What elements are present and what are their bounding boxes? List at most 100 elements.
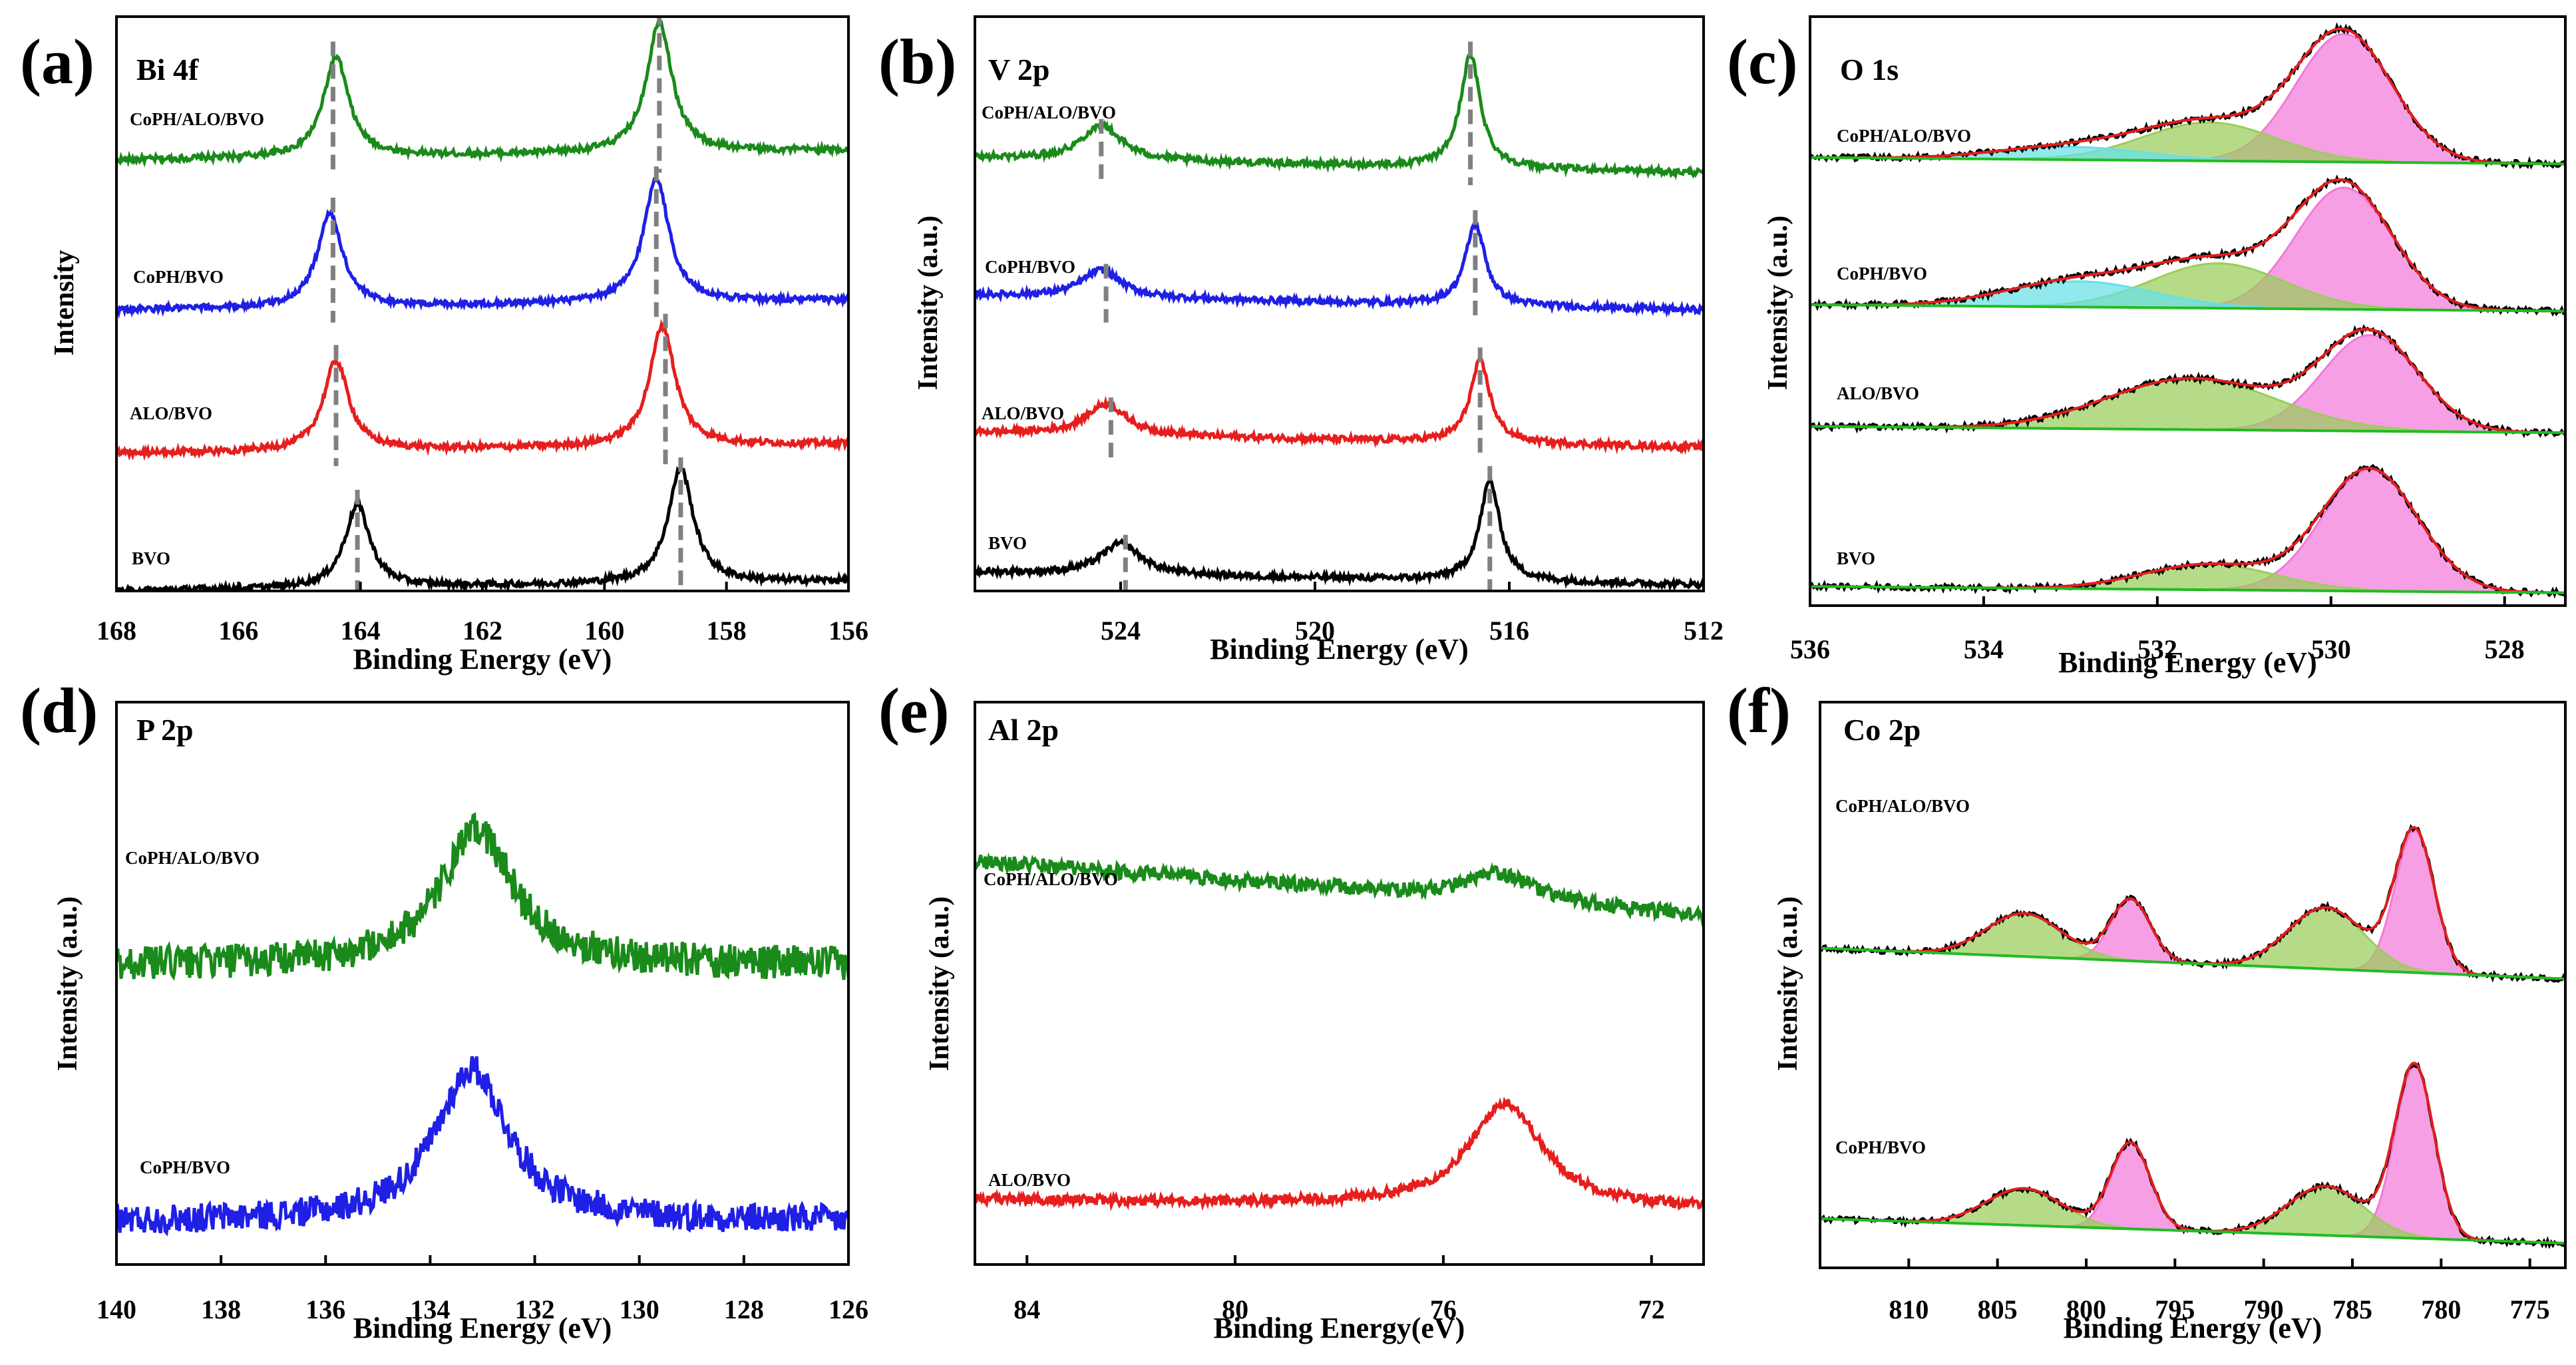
x-tick-label: 162	[462, 616, 502, 646]
background-line	[1810, 156, 2565, 166]
x-tick-label: 520	[1295, 616, 1335, 646]
envelope-fit-line	[1820, 1062, 2565, 1245]
panel-label: (e)	[878, 675, 950, 746]
sample-label: CoPH/ALO/BVO	[130, 109, 264, 129]
sample-label: CoPH/BVO	[133, 267, 224, 287]
plot-area	[116, 17, 848, 591]
x-tick-label: 795	[2155, 1294, 2195, 1324]
background-line	[1820, 946, 2565, 980]
panel-b: 524 520 516 512 (b) V 2p CoPH/ALO/BVO CoPH/BVO A…	[878, 15, 1724, 666]
x-tick-label: 530	[2311, 634, 2351, 664]
series-BVO	[116, 465, 848, 591]
x-tick-label: 164	[341, 616, 381, 646]
x-tick-label: 130	[620, 1294, 659, 1324]
sample-label: ALO/BVO	[1837, 383, 1919, 403]
sample-label: ALO/BVO	[988, 1170, 1071, 1190]
raw-data-line	[1810, 463, 2565, 599]
sample-label: ALO/BVO	[130, 403, 212, 423]
x-tick-label: 132	[515, 1294, 555, 1324]
x-tick-label: 800	[2066, 1294, 2106, 1324]
sample-label: BVO	[132, 548, 170, 568]
x-tick-label: 160	[584, 616, 624, 646]
plot-area	[1820, 823, 2565, 1250]
x-axis-title: Binding Energy (eV)	[353, 1312, 612, 1344]
x-tick-label: 140	[96, 1294, 136, 1324]
envelope-fit-line	[1810, 178, 2565, 313]
sample-label: CoPH/ALO/BVO	[125, 848, 260, 868]
series-CoPH/BVO	[116, 176, 848, 319]
element-label: V 2p	[988, 53, 1049, 87]
panel-f: 810 805 800 795 790 785 780 775 (f) Co 2p CoPH/ALO…	[1727, 675, 2567, 1344]
series-CoPH/BVO	[975, 220, 1704, 318]
x-tick-label: 166	[218, 616, 258, 646]
x-tick-label: 790	[2244, 1294, 2284, 1324]
x-tick-label: 136	[305, 1294, 345, 1324]
x-tick-label: 126	[828, 1294, 868, 1324]
panel-label: (b)	[878, 26, 956, 97]
plot-area	[975, 41, 1704, 591]
panel-e: 84 80 76 72 (e) Al 2p CoPH/ALO/BVO ALO/BVO Bindi…	[878, 675, 1705, 1344]
series-CoPH/ALO/BVO	[116, 19, 848, 168]
series-BVO	[1810, 463, 2565, 599]
series-ALO/BVO	[116, 318, 848, 461]
sample-label: BVO	[1837, 548, 1875, 568]
series-BVO	[975, 477, 1704, 591]
element-label: Co 2p	[1843, 713, 1921, 747]
background-line	[1820, 1217, 2565, 1245]
y-axis-title: Intensity (a.u.)	[53, 896, 83, 1072]
y-axis-title: Intensity (a.u.)	[913, 216, 944, 391]
panel-label: (a)	[20, 26, 94, 97]
series-CoPH/ALO/BVO	[975, 852, 1704, 927]
panel-c: 536 534 532 530 528 (c) O 1s CoPH/ALO/BVO CoPH/B…	[1727, 15, 2567, 679]
x-tick-label: 528	[2485, 634, 2525, 664]
x-tick-label: 84	[1013, 1294, 1040, 1324]
element-label: O 1s	[1840, 53, 1899, 87]
x-tick-label: 138	[201, 1294, 241, 1324]
element-label: Al 2p	[988, 713, 1059, 747]
x-tick-label: 158	[707, 616, 747, 646]
y-axis-title: Intensity (a.u.)	[1773, 896, 1803, 1072]
x-tick-label: 780	[2421, 1294, 2461, 1324]
series-ALO/BVO	[975, 357, 1704, 455]
x-tick-label: 168	[96, 616, 136, 646]
sample-label: ALO/BVO	[982, 403, 1064, 423]
x-tick-label: 134	[410, 1294, 450, 1324]
panel-label: (f)	[1727, 675, 1791, 746]
x-tick-label: 775	[2510, 1294, 2550, 1324]
series-CoPH/ALO/BVO	[116, 812, 848, 981]
element-label: Bi 4f	[136, 53, 199, 87]
sample-label: CoPH/BVO	[1837, 264, 1927, 284]
background-line	[1810, 425, 2565, 435]
panel-a: 168 166 164 162 160 158 156 (a) Bi 4f CoPH/ALO/BV…	[20, 15, 868, 676]
x-axis-title: Binding Energy (eV)	[2058, 646, 2317, 679]
x-tick-label: 516	[1489, 616, 1529, 646]
series-ALO/BVO	[975, 1096, 1704, 1212]
sample-label: CoPH/ALO/BVO	[982, 102, 1116, 122]
x-tick-label: 128	[724, 1294, 764, 1324]
sample-label: CoPH/BVO	[985, 257, 1075, 277]
x-tick-label: 534	[1964, 634, 2004, 664]
x-tick-label: 536	[1790, 634, 1830, 664]
axes-frame	[1819, 701, 2567, 1269]
x-tick-label: 524	[1101, 616, 1141, 646]
y-axis-title: Intensity (a.u.)	[1763, 216, 1793, 391]
plot-area	[116, 812, 848, 1237]
x-axis-title: Binding Energy (eV)	[2064, 1312, 2322, 1344]
panel-label: (d)	[20, 675, 98, 746]
background-line	[1810, 303, 2565, 313]
y-axis-title: Intensity (a.u.)	[924, 896, 955, 1072]
plot-area	[1810, 22, 2565, 599]
series-CoPH/BVO	[116, 1056, 848, 1237]
x-tick-label: 785	[2332, 1294, 2372, 1324]
x-tick-label: 805	[1978, 1294, 2018, 1324]
series-CoPH/ALO/BVO	[975, 52, 1704, 181]
x-axis-title: Binding Energy (eV)	[1210, 633, 1469, 666]
x-axis-title: Binding Energy (eV)	[353, 643, 612, 676]
series-CoPH/ALO/BVO	[1810, 22, 2565, 170]
sample-label: CoPH/BVO	[140, 1157, 230, 1177]
series-CoPH/BVO	[1810, 174, 2565, 317]
x-tick-label: 72	[1638, 1294, 1665, 1324]
panel-label: (c)	[1727, 26, 1798, 97]
axes-frame	[974, 701, 1705, 1266]
